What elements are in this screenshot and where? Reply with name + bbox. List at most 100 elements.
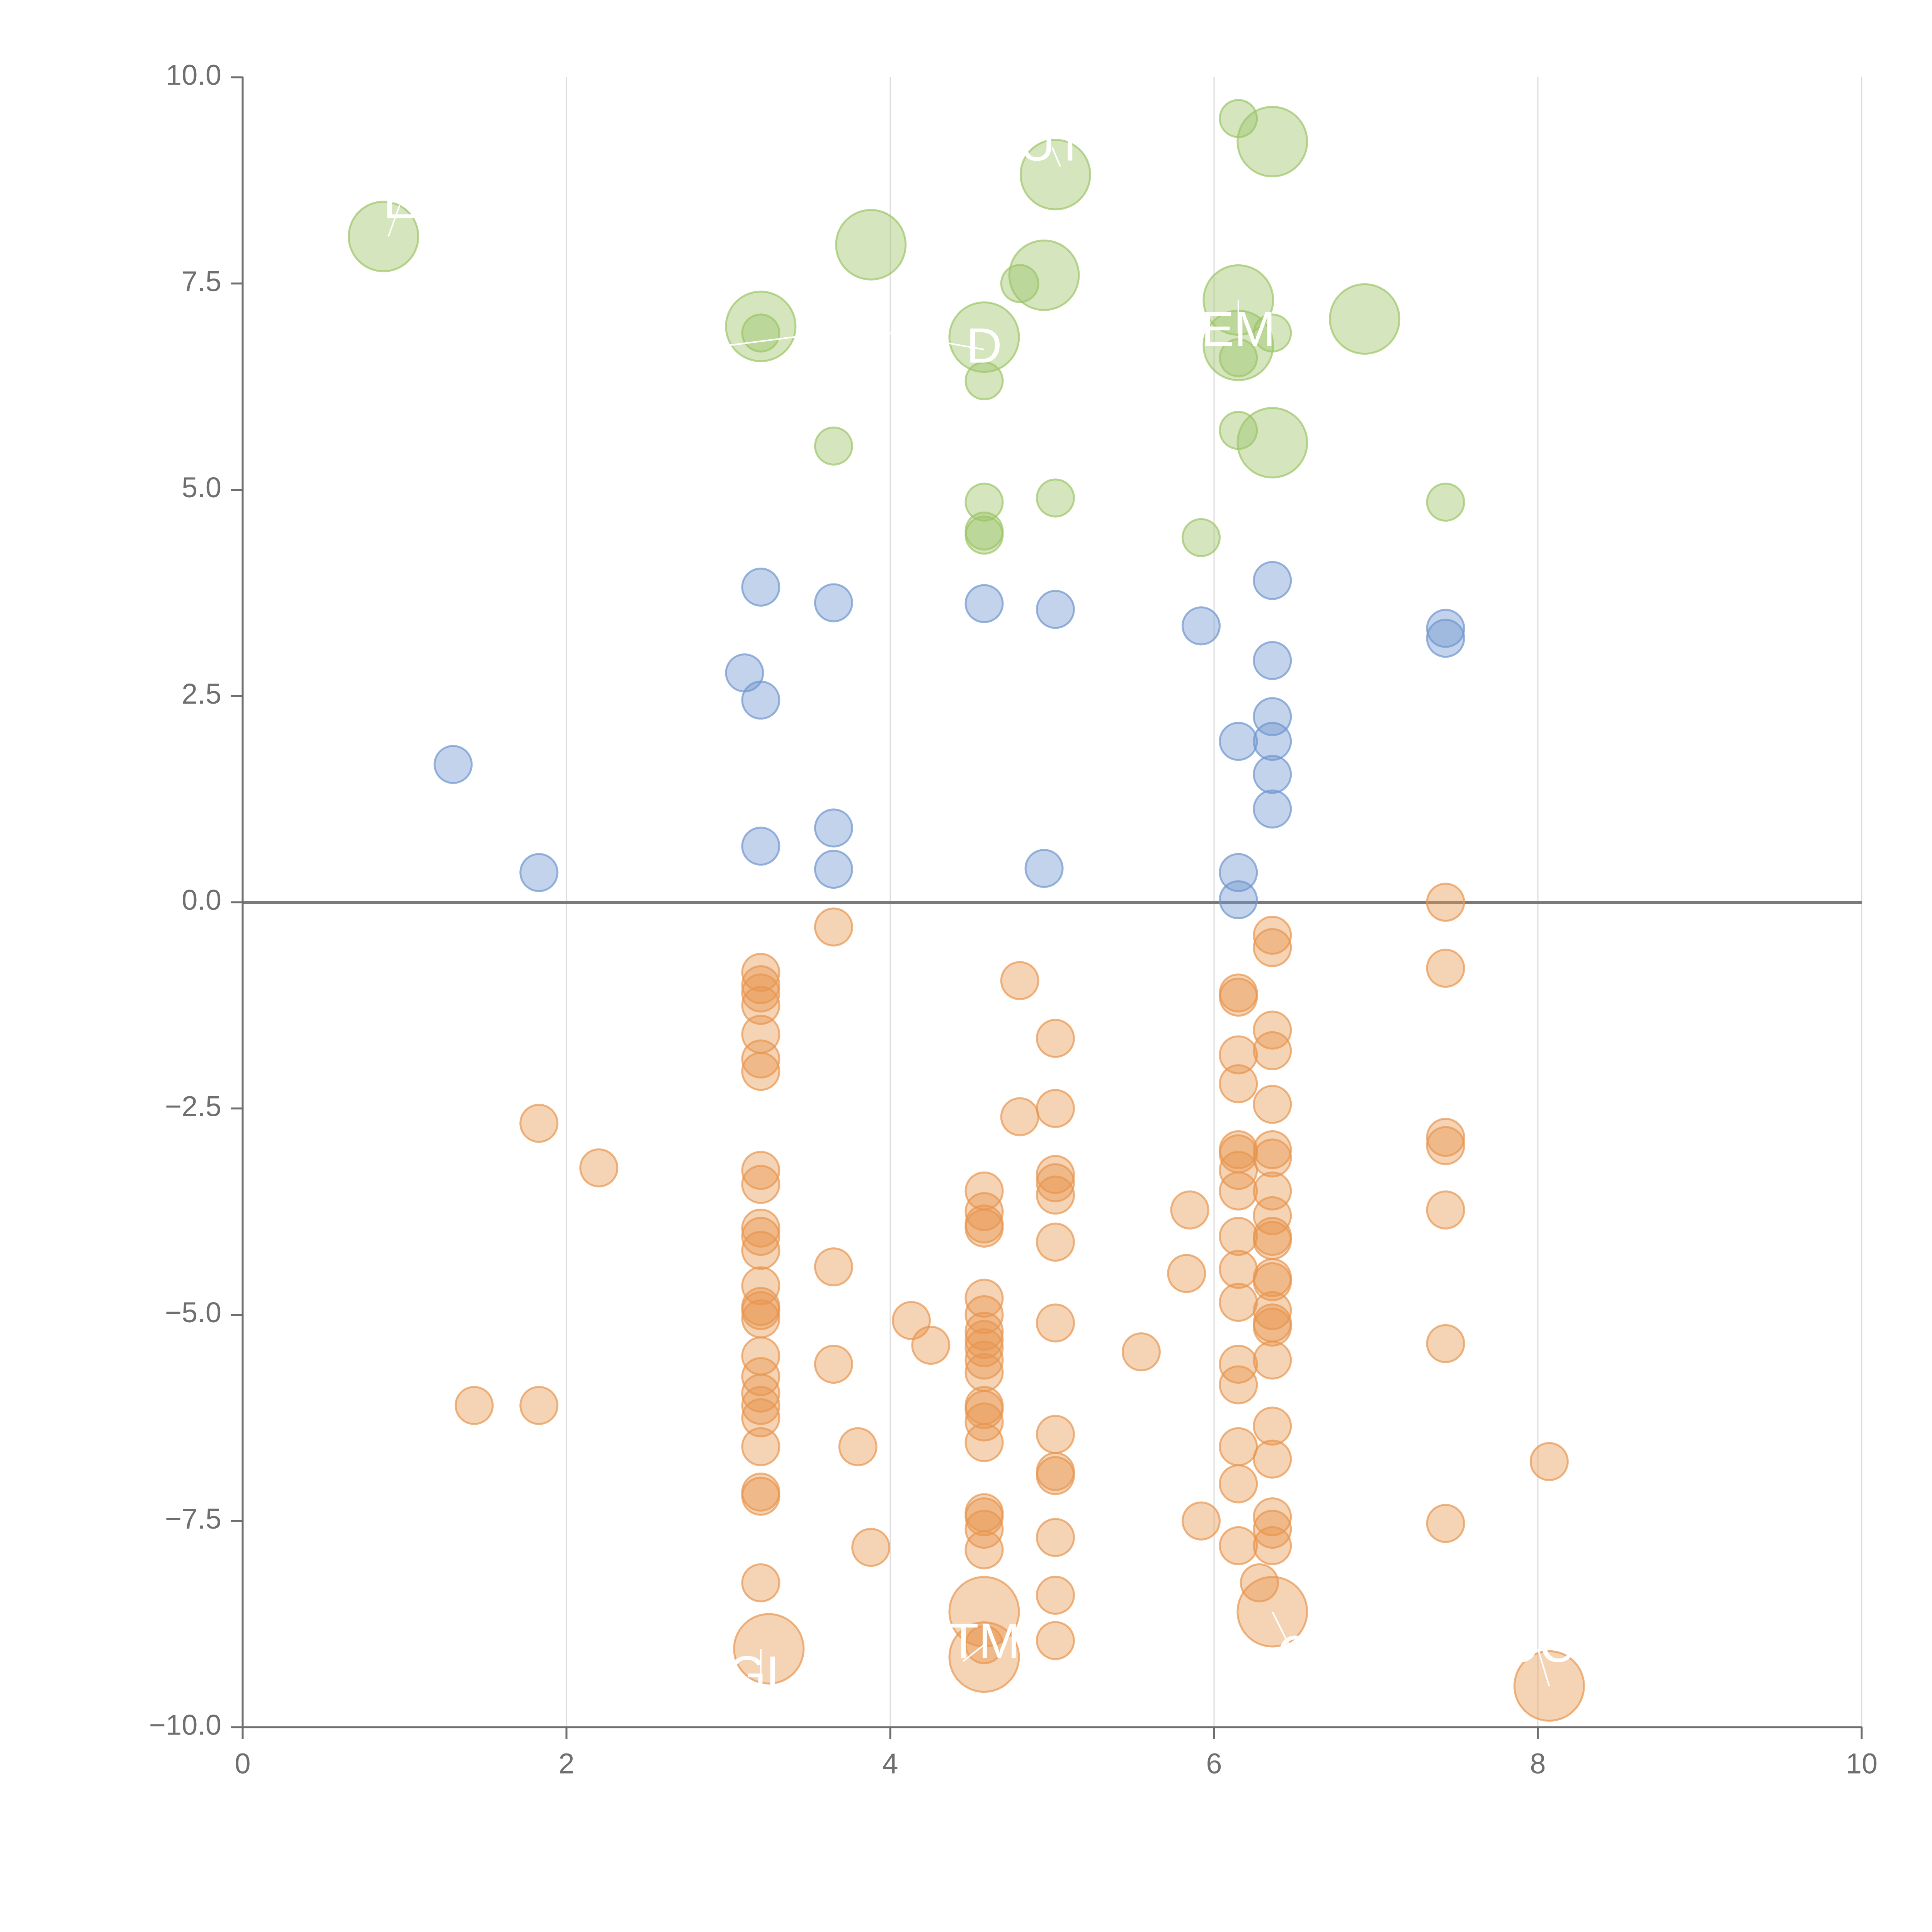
bubble-label: OC: [1501, 1617, 1575, 1673]
annotation-leader: [963, 1644, 985, 1662]
x-tick-label: 2: [558, 1748, 574, 1780]
bubble-lower: [1036, 1456, 1075, 1495]
bubble-middle: [1253, 755, 1292, 794]
large-bubble: [948, 301, 1020, 373]
bubble-middle: [1219, 853, 1258, 892]
bubble-middle: [1219, 722, 1258, 761]
bubble-middle: [814, 583, 853, 622]
axes: −10.0 −7.5 −5.0 −2.5 0.0 2.5 5.0 7.5 10.0 0 2 4 6 8 10: [149, 59, 1878, 1780]
annotation-leader: [388, 205, 401, 237]
bubble-lower: [1240, 1563, 1279, 1602]
bubble-middle: [434, 745, 473, 784]
bubble-lower: [741, 1039, 781, 1079]
bubble-lower: [964, 1208, 1004, 1248]
bubble-label: EM: [1201, 302, 1276, 357]
bubble-lower: [1036, 1175, 1075, 1215]
bubble-lower: [1219, 1526, 1258, 1565]
bubble-lower: [911, 1325, 951, 1365]
large-bubble: [1329, 283, 1401, 355]
bubble-lower: [1036, 1621, 1075, 1660]
bubble-lower: [1219, 978, 1258, 1017]
bubble-lower: [1219, 1035, 1258, 1075]
bubble-middle: [1426, 609, 1465, 648]
bubble-lower: [1253, 1439, 1292, 1479]
bubble-lower: [1000, 1097, 1039, 1136]
bubble-lower: [1253, 1262, 1292, 1301]
bubble-lower: [814, 1247, 853, 1287]
bubbles: [434, 99, 1569, 1664]
large-bubble: [835, 209, 907, 281]
bubble-middle: [814, 850, 853, 889]
bubble-lower: [741, 1386, 781, 1425]
bubble-lower: [519, 1104, 559, 1143]
bubble-lower: [1036, 1303, 1075, 1343]
bubble-lower: [964, 1353, 1004, 1392]
x-tick-label: 4: [882, 1748, 898, 1780]
annotation-leader: [1272, 1611, 1296, 1658]
bubble-lower: [1167, 1254, 1206, 1293]
bubble-lower: [1426, 1117, 1465, 1157]
bubble-lower: [454, 1386, 494, 1425]
bubble-lower: [1253, 1291, 1292, 1330]
bubble-lower: [741, 1427, 781, 1466]
y-tick-label: 10.0: [166, 59, 221, 91]
bubble-lower: [1036, 1518, 1075, 1557]
bubble-lower: [1219, 1427, 1258, 1466]
bubble-lower: [1426, 1504, 1465, 1543]
y-tick-label: −5.0: [165, 1296, 221, 1328]
bubble-middle: [1253, 561, 1292, 600]
large-bubble: [1008, 239, 1080, 311]
large-bubble: [725, 291, 797, 362]
annotation-leader: [1051, 147, 1061, 167]
bubble-lower: [1253, 928, 1292, 967]
bubble-lower: [1253, 1308, 1292, 1347]
bubble-lower: [1219, 1345, 1258, 1384]
bubble-lower: [741, 1208, 781, 1248]
bubble-lower: [741, 1052, 781, 1091]
bubble-label: D: [966, 318, 1002, 373]
bubble-upper: [1181, 518, 1221, 557]
bubble-lower: [1253, 1010, 1292, 1050]
bubble-lower: [1219, 1365, 1258, 1405]
annotation-leader: [728, 332, 826, 346]
bubble-lower: [1036, 1575, 1075, 1615]
bubble-lower: [1181, 1501, 1221, 1541]
bubble-lower: [1426, 1324, 1465, 1363]
bubble-label: TM: [949, 1613, 1020, 1668]
bubble-lower: [741, 1217, 781, 1256]
bubble-lower: [1253, 1138, 1292, 1178]
bubble-lower: [964, 1279, 1004, 1318]
bubble-lower: [741, 1563, 781, 1602]
bubble-middle: [741, 827, 781, 866]
bubble-lower: [1253, 1406, 1292, 1446]
bubble-lower: [741, 1151, 781, 1190]
bubble-lower: [964, 1320, 1004, 1359]
bubble-lower: [1219, 1217, 1258, 1256]
y-tick-label: 7.5: [182, 265, 221, 297]
bubble-lower: [741, 1357, 781, 1396]
bubble-upper: [1000, 264, 1039, 303]
bubble-lower: [1036, 1415, 1075, 1454]
bubble-lower: [838, 1427, 878, 1466]
bubble-upper: [964, 483, 1004, 522]
large-bubble: [1236, 407, 1308, 479]
bubble-lower: [1036, 1019, 1075, 1058]
bubble-lower: [964, 1423, 1004, 1462]
x-tick-label: 10: [1846, 1748, 1878, 1780]
y-tick-label: −7.5: [165, 1503, 221, 1535]
bubble-label: E: [383, 174, 416, 229]
bubble-lower: [1253, 1510, 1292, 1549]
bubble-lower: [1426, 949, 1465, 988]
bubble-upper: [814, 426, 853, 466]
bubble-lower: [1219, 1464, 1258, 1503]
bubble-label: GL: [728, 1646, 794, 1702]
bubble-lower: [741, 1231, 781, 1270]
y-tick-label: −2.5: [165, 1090, 221, 1122]
bubble-lower: [964, 1311, 1004, 1351]
bubble-lower: [964, 1530, 1004, 1570]
bubble-upper: [1036, 478, 1075, 518]
bubble-lower: [964, 1497, 1004, 1537]
bubble-label: AI: [802, 302, 849, 357]
large-bubble: [733, 1613, 805, 1685]
